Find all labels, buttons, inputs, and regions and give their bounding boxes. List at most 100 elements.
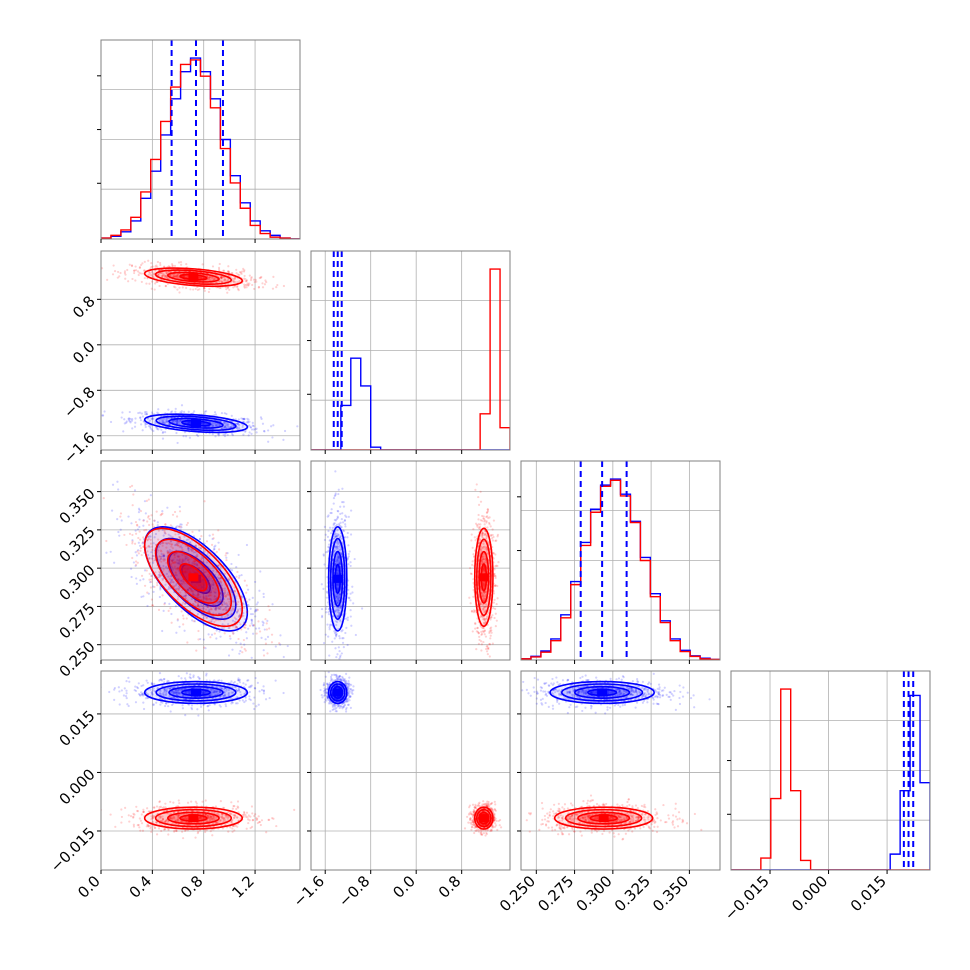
sample-point: [250, 618, 253, 621]
sample-point: [228, 600, 231, 603]
sample-point: [197, 591, 200, 594]
sample-point: [98, 685, 100, 687]
sample-point: [157, 549, 160, 552]
sample-point: [249, 686, 252, 689]
sample-point: [186, 556, 189, 559]
sample-point: [323, 563, 326, 566]
sample-point: [236, 281, 239, 284]
sample-point: [183, 535, 186, 538]
sample-point: [187, 532, 191, 536]
sample-point: [208, 594, 212, 597]
sample-point: [123, 687, 126, 690]
sample-point: [344, 523, 347, 526]
sample-point: [191, 412, 195, 415]
sample-point: [176, 544, 179, 547]
sample-point: [150, 411, 154, 414]
sample-point: [148, 537, 151, 541]
sample-point: [198, 529, 201, 532]
sample-point: [185, 672, 188, 675]
sample-point: [181, 694, 185, 697]
sample-point: [339, 656, 342, 659]
sample-point: [141, 542, 144, 545]
sample-point: [485, 521, 488, 524]
sample-point: [206, 598, 209, 601]
sample-point: [222, 421, 225, 424]
sample-point: [222, 269, 226, 272]
sample-point: [138, 530, 141, 533]
sample-point: [239, 271, 243, 274]
sample-point: [493, 572, 496, 576]
sample-point: [230, 569, 234, 572]
sample-point: [156, 426, 159, 429]
sample-point: [151, 265, 154, 268]
sample-point: [336, 545, 339, 548]
sample-point: [176, 618, 179, 621]
sample-point: [194, 595, 197, 598]
sample-point: [174, 571, 177, 574]
sample-point: [101, 267, 104, 270]
sample-point: [244, 683, 247, 686]
sample-point: [220, 687, 223, 690]
sample-point: [254, 608, 257, 612]
sample-point: [188, 421, 191, 425]
sample-point: [491, 642, 494, 645]
sample-point: [199, 276, 203, 279]
sample-point: [139, 419, 143, 422]
sample-point: [224, 616, 227, 619]
sample-point: [208, 534, 211, 537]
sample-point: [196, 564, 199, 567]
sample-point: [143, 529, 146, 532]
sample-point: [328, 654, 331, 657]
sample-point: [208, 694, 211, 697]
sample-point: [479, 523, 482, 526]
sample-point: [231, 619, 235, 622]
sample-point: [164, 523, 167, 526]
sample-point: [144, 512, 147, 515]
sample-point: [167, 680, 170, 683]
sample-point: [181, 704, 184, 707]
sample-point: [483, 617, 486, 620]
sample-point: [162, 534, 165, 537]
sample-point: [184, 570, 187, 574]
sample-point: [78, 267, 80, 269]
sample-point: [245, 584, 248, 587]
sample-point: [150, 575, 153, 578]
sample-point: [147, 425, 151, 428]
sample-point: [162, 678, 165, 681]
sample-point: [242, 682, 245, 685]
sample-point: [255, 280, 258, 283]
sample-point: [246, 282, 249, 285]
sample-point: [486, 535, 489, 538]
sample-point: [177, 541, 180, 544]
sample-point: [218, 704, 221, 707]
sample-point: [482, 517, 486, 520]
sample-point: [224, 606, 228, 609]
sample-point: [334, 536, 337, 539]
sample-point: [138, 508, 141, 512]
sample-point: [480, 535, 484, 538]
y-tick-label: 0.325: [56, 523, 99, 566]
sample-point: [161, 437, 165, 440]
sample-point: [214, 544, 217, 547]
sample-point: [253, 687, 256, 690]
sample-point: [124, 695, 128, 698]
sample-point: [172, 275, 175, 278]
sample-point: [214, 608, 218, 611]
sample-point: [214, 619, 218, 622]
sample-point: [218, 564, 221, 567]
sample-point: [223, 694, 226, 697]
sample-point: [209, 605, 212, 608]
sample-point: [215, 690, 219, 693]
grid: [101, 671, 300, 870]
sample-point: [121, 411, 124, 414]
sample-point: [172, 536, 175, 539]
sample-point: [333, 518, 336, 522]
sample-point: [227, 593, 230, 597]
sample-point: [207, 290, 210, 294]
sample-point: [194, 544, 197, 547]
sample-point: [334, 635, 338, 638]
sample-point: [139, 538, 142, 541]
sample-point: [102, 497, 105, 500]
sample-point: [259, 276, 262, 279]
sample-point: [202, 607, 205, 610]
